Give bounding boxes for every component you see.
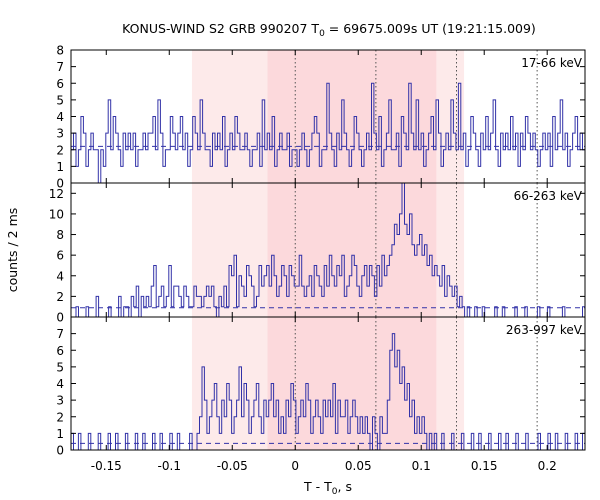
chart-title: KONUS-WIND S2 GRB 990207 T0 = 69675.009s… (122, 21, 536, 39)
energy-band-label: 17-66 keV (521, 56, 583, 70)
y-tick-label: 3 (56, 394, 64, 408)
x-axis-label: T - T0, s (303, 479, 352, 497)
x-axis-label-prefix: T - T (303, 479, 332, 494)
y-tick-label: 0 (56, 444, 64, 458)
y-tick-label: 0 (56, 177, 64, 191)
y-tick-label: 8 (56, 228, 64, 242)
y-tick-label: 4 (56, 269, 64, 283)
x-axis-label-subscript: 0 (332, 487, 338, 497)
y-tick-label: 7 (56, 60, 64, 74)
energy-band-label: 263-997 keV (506, 323, 583, 337)
panel-2: 0 2 4 6 8 10 12 66-263 keV (49, 182, 586, 325)
y-tick-label: 1 (56, 160, 64, 174)
y-tick-label: 10 (49, 207, 64, 221)
y-tick-label: 2 (56, 143, 64, 157)
shaded-intervals (191, 50, 465, 450)
y-axis-label: counts / 2 ms (5, 208, 20, 293)
chart-title-subscript: 0 (319, 29, 325, 39)
panel-3: 0 1 2 3 4 5 6 7 263-997 keV (56, 316, 586, 458)
y-tick-label: 6 (56, 77, 64, 91)
x-tick-label: 0.2 (538, 459, 557, 473)
chart-title-suffix: = 69675.009s UT (19:21:15.009) (325, 21, 536, 36)
y-tick-label: 5 (56, 93, 64, 107)
x-tick-label: 0.1 (412, 459, 431, 473)
y-tick-label: 2 (56, 410, 64, 424)
x-tick-label: -0.1 (158, 459, 181, 473)
x-tick-label: 0 (291, 459, 299, 473)
count-histogram-series (71, 182, 585, 318)
y-tick-label: 6 (56, 249, 64, 263)
y-tick-label: 4 (56, 377, 64, 391)
x-tick-label: 0.05 (345, 459, 372, 473)
y-tick-label: 7 (56, 327, 64, 341)
y-tick-label: 2 (56, 290, 64, 304)
panel-frame (70, 316, 586, 451)
y-tick-label: 8 (56, 44, 64, 58)
y-tick-label: 1 (56, 427, 64, 441)
x-tick-label: -0.15 (91, 459, 122, 473)
chart-title-prefix: KONUS-WIND S2 GRB 990207 T (122, 21, 319, 36)
x-tick-label: 0.15 (471, 459, 498, 473)
y-tick-label: 6 (56, 344, 64, 358)
y-tick-label: 5 (56, 360, 64, 374)
x-axis-ticks: -0.15 -0.1 -0.05 0 0.05 0.1 0.15 0.2 (91, 459, 557, 473)
x-axis-label-suffix: , s (338, 479, 352, 494)
count-histogram-series (71, 82, 585, 184)
y-tick-label: 3 (56, 127, 64, 141)
y-tick-label: 0 (56, 311, 64, 325)
energy-band-label: 66-263 keV (514, 189, 583, 203)
y-tick-label: 4 (56, 110, 64, 124)
x-tick-label: -0.05 (217, 459, 248, 473)
y-tick-label: 12 (49, 187, 64, 201)
